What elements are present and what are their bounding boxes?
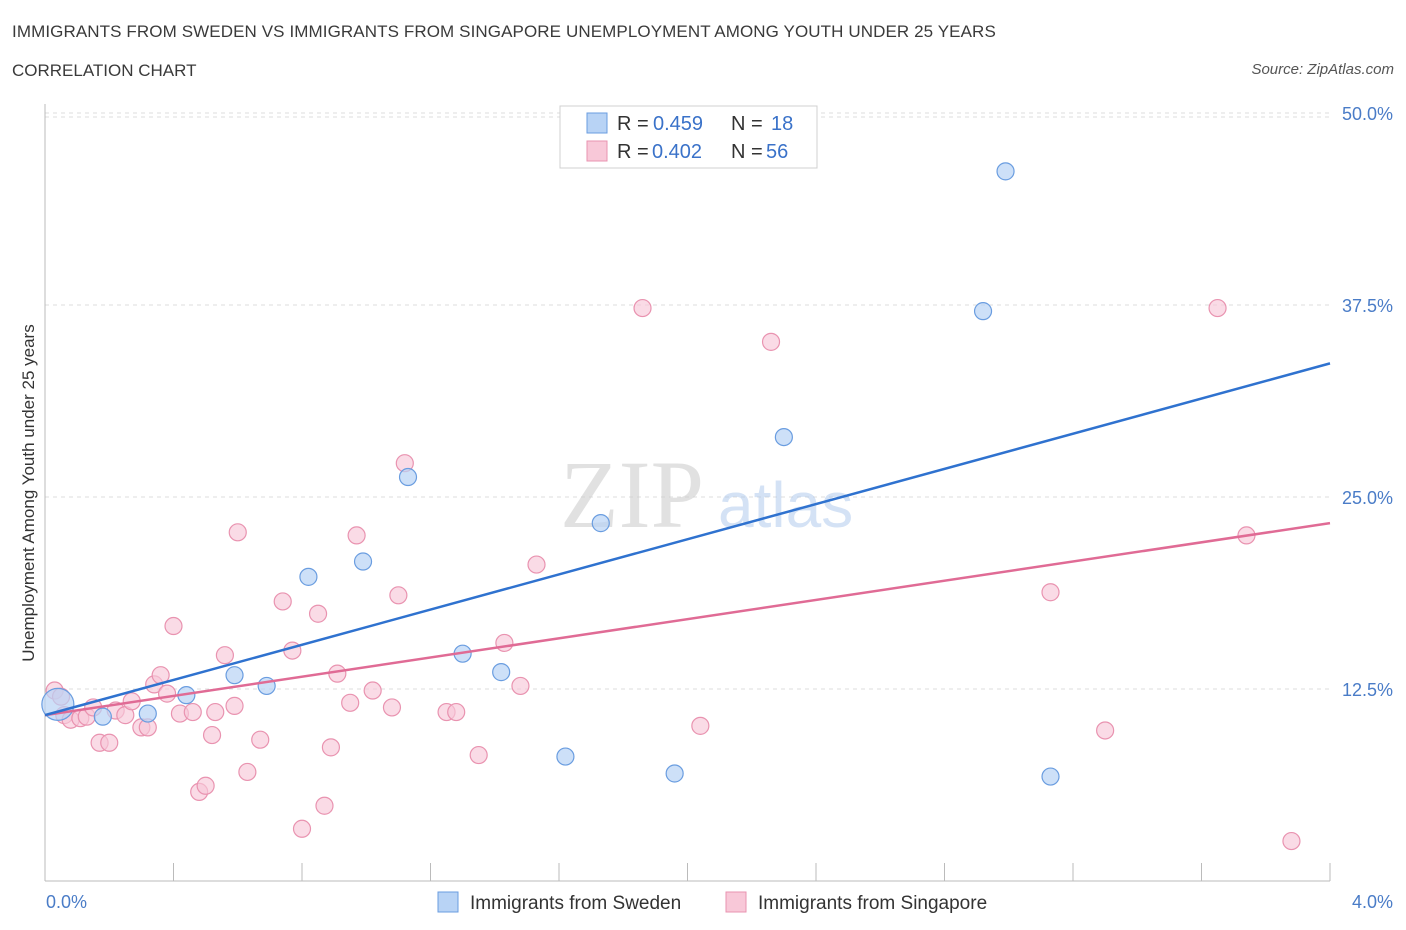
chart-title: IMMIGRANTS FROM SWEDEN VS IMMIGRANTS FRO… [12,22,996,41]
singapore-point [1208,298,1227,318]
legend-singapore-n-value: 56 [766,141,788,163]
legend-singapore-n-label: N = [731,141,763,163]
singapore-trend-line [44,521,1331,717]
y-tick-label: 25.0% [1342,488,1393,508]
singapore-point [215,646,234,665]
sweden-point [138,704,157,723]
sweden-point [299,567,318,586]
singapore-point [225,696,244,715]
singapore-point [321,738,341,757]
sweden-trend-line [44,362,1331,717]
singapore-point [228,523,247,542]
y-tick-labels: 12.5% 25.0% 37.5% 50.0% [1342,104,1393,700]
singapore-point [183,702,202,722]
legend-swatch-singapore [586,140,608,162]
singapore-point [292,819,312,838]
bottom-legend-sweden: Immigrants from Sweden [470,893,681,914]
sweden-point [93,707,112,726]
legend-sweden-r-label: R = [617,113,649,135]
singapore-point [164,616,183,636]
singapore-point [633,298,652,318]
singapore-point [389,586,408,605]
sweden-point [996,162,1015,181]
singapore-point [1282,831,1301,851]
grid-lines [45,112,1330,690]
y-tick-label: 50.0% [1342,104,1393,124]
source-label: Source: ZipAtlas.com [1251,61,1394,78]
singapore-point [315,796,334,815]
singapore-point [251,730,270,749]
legend-singapore-r-label: R = [617,141,649,163]
x-tick-label: 4.0% [1352,892,1393,912]
singapore-point [495,633,514,653]
singapore-point [308,604,328,623]
singapore-point [1041,583,1060,602]
singapore-point [202,725,222,745]
sweden-point [225,666,244,685]
legend-sweden-n-label: N = [731,113,763,135]
singapore-point [382,698,402,717]
series-legend: Immigrants from Sweden Immigrants from S… [437,891,987,914]
singapore-point [447,702,466,722]
sweden-point [973,302,993,321]
sweden-point [1041,767,1060,786]
singapore-point [761,332,781,351]
x-tick-labels: 0.0% 4.0% [46,892,1393,912]
singapore-point [273,592,292,611]
legend-sweden-r-value: 0.459 [653,113,703,135]
bottom-legend-swatch-singapore [725,891,747,913]
singapore-point [328,664,347,683]
singapore-point [157,684,177,703]
watermark-atlas: atlas [718,469,853,541]
correlation-legend: R = 0.459 N = 18 R = 0.402 N = 56 [559,105,818,169]
singapore-point [196,776,215,795]
sweden-point [492,663,511,682]
x-tick-label: 0.0% [46,892,87,912]
y-axis-label: Unemployment Among Youth under 25 years [19,324,38,661]
singapore-point [527,555,546,574]
axes [44,104,1331,882]
singapore-point [363,681,382,700]
sweden-point [665,764,684,783]
singapore-point [347,526,366,545]
watermark-zip: ZIP [560,441,704,548]
singapore-point [511,676,530,696]
sweden-point [556,747,575,766]
sweden-point [774,427,793,447]
y-tick-label: 37.5% [1342,296,1393,316]
bottom-legend-swatch-sweden [437,891,459,913]
singapore-point [341,693,360,712]
singapore-point [1096,721,1115,740]
singapore-point [691,716,710,735]
singapore-point [100,733,119,752]
chart-subtitle: CORRELATION CHART [12,61,197,80]
singapore-point [238,762,257,782]
singapore-point [469,745,488,765]
legend-singapore-r-value: 0.402 [652,141,702,163]
trend-lines [44,362,1331,717]
sweden-point [353,552,373,571]
sweden-point [591,514,610,533]
legend-swatch-sweden [586,112,608,134]
singapore-point [206,702,225,722]
bottom-legend-singapore: Immigrants from Singapore [758,893,987,914]
sweden-point [398,467,418,487]
legend-sweden-n-value: 18 [771,113,793,135]
y-tick-label: 12.5% [1342,680,1393,700]
